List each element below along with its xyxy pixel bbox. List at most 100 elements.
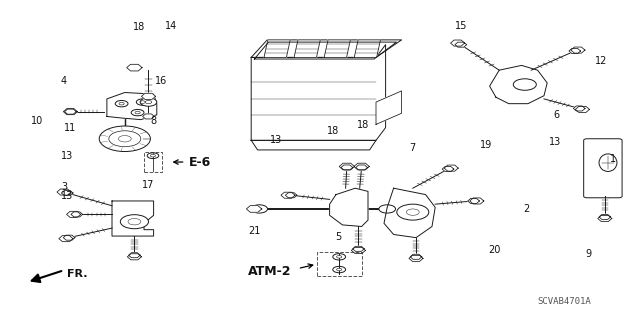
Text: 1: 1 (610, 154, 616, 165)
Text: 13: 13 (549, 137, 562, 147)
Text: 7: 7 (409, 143, 415, 153)
Polygon shape (67, 211, 81, 218)
Circle shape (251, 205, 268, 213)
Circle shape (128, 219, 141, 225)
Polygon shape (353, 246, 364, 251)
Text: 18: 18 (133, 22, 146, 32)
Circle shape (145, 100, 152, 104)
Polygon shape (384, 188, 435, 238)
Polygon shape (444, 165, 458, 171)
Ellipse shape (599, 154, 617, 172)
Text: 13: 13 (61, 151, 74, 161)
Circle shape (99, 126, 150, 152)
Text: 8: 8 (150, 116, 157, 126)
Polygon shape (575, 106, 589, 113)
Polygon shape (143, 114, 154, 119)
Polygon shape (569, 48, 580, 54)
Polygon shape (251, 140, 376, 150)
Circle shape (337, 256, 342, 258)
Text: 18: 18 (326, 126, 339, 136)
Polygon shape (409, 255, 423, 262)
Polygon shape (107, 93, 157, 120)
Polygon shape (330, 188, 368, 226)
Polygon shape (251, 45, 385, 140)
Text: 14: 14 (165, 20, 178, 31)
Polygon shape (63, 108, 77, 115)
Circle shape (140, 98, 157, 106)
Text: 18: 18 (357, 120, 370, 130)
Polygon shape (57, 189, 71, 195)
Polygon shape (410, 254, 422, 259)
Polygon shape (71, 212, 83, 217)
Polygon shape (127, 254, 141, 260)
Polygon shape (573, 106, 585, 111)
Text: 19: 19 (480, 140, 493, 150)
Text: 3: 3 (61, 182, 67, 192)
Circle shape (337, 268, 342, 271)
Text: 9: 9 (586, 249, 592, 259)
Polygon shape (251, 40, 402, 57)
Circle shape (131, 109, 144, 116)
Circle shape (140, 101, 145, 103)
Text: 20: 20 (488, 245, 500, 256)
Polygon shape (341, 165, 353, 170)
Polygon shape (127, 64, 142, 71)
Polygon shape (339, 163, 355, 170)
Circle shape (135, 111, 140, 114)
Polygon shape (598, 215, 612, 222)
Polygon shape (490, 65, 547, 104)
Circle shape (147, 153, 159, 159)
Text: 10: 10 (31, 116, 44, 126)
Text: 13: 13 (61, 191, 74, 201)
Circle shape (333, 266, 346, 273)
Polygon shape (354, 163, 369, 170)
Circle shape (406, 209, 419, 215)
Text: 11: 11 (64, 122, 77, 133)
Circle shape (120, 215, 148, 229)
Circle shape (115, 100, 128, 107)
Text: 13: 13 (270, 135, 283, 145)
Polygon shape (470, 198, 484, 204)
Text: FR.: FR. (67, 269, 87, 279)
Polygon shape (63, 235, 75, 240)
Polygon shape (61, 190, 73, 196)
Polygon shape (442, 167, 454, 172)
Circle shape (119, 102, 124, 105)
Text: 15: 15 (454, 20, 467, 31)
Polygon shape (468, 198, 479, 204)
Text: 2: 2 (523, 204, 529, 214)
Polygon shape (324, 40, 351, 57)
Text: SCVAB4701A: SCVAB4701A (538, 297, 591, 306)
Polygon shape (356, 165, 367, 170)
Text: E-6: E-6 (189, 156, 211, 168)
Circle shape (136, 99, 149, 105)
Text: 12: 12 (595, 56, 608, 66)
Bar (144, 152, 162, 172)
Polygon shape (112, 201, 154, 236)
Circle shape (118, 136, 131, 142)
Text: 17: 17 (142, 180, 155, 190)
Circle shape (397, 204, 429, 220)
Text: 4: 4 (61, 76, 67, 86)
Text: 21: 21 (248, 226, 261, 236)
Polygon shape (129, 253, 140, 258)
Polygon shape (65, 109, 76, 114)
Polygon shape (281, 192, 295, 198)
Polygon shape (59, 235, 73, 242)
Text: ATM-2: ATM-2 (248, 265, 292, 278)
Circle shape (379, 205, 396, 213)
Bar (317, 252, 362, 276)
Polygon shape (355, 40, 380, 57)
Circle shape (150, 154, 156, 157)
Polygon shape (285, 193, 297, 198)
Text: 16: 16 (155, 76, 168, 86)
Polygon shape (455, 42, 467, 47)
Circle shape (513, 79, 536, 90)
Polygon shape (376, 91, 402, 124)
Circle shape (333, 254, 346, 260)
Polygon shape (264, 40, 291, 57)
Polygon shape (141, 93, 156, 100)
Polygon shape (294, 40, 320, 57)
Polygon shape (451, 40, 465, 46)
Polygon shape (599, 214, 611, 219)
